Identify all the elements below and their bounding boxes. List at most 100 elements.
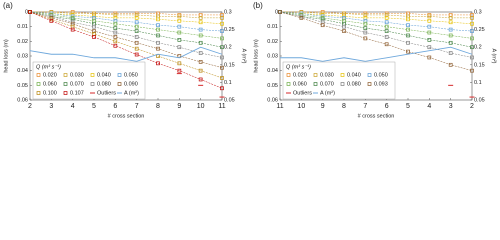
y-tick-label: 0 bbox=[25, 9, 28, 15]
y-axis-label: head loss (m) bbox=[253, 39, 259, 72]
data-point bbox=[113, 21, 118, 26]
y2-tick-label: 0.25 bbox=[224, 27, 235, 33]
trend-line bbox=[29, 11, 223, 79]
data-point bbox=[198, 40, 203, 45]
trend-line bbox=[29, 11, 223, 48]
y-tick-label: 0.03 bbox=[17, 53, 28, 59]
data-point bbox=[220, 21, 224, 26]
y-tick-label: 0.05 bbox=[17, 83, 28, 89]
data-point bbox=[427, 30, 432, 35]
data-point bbox=[156, 61, 160, 66]
legend-label: 0.050 bbox=[124, 72, 138, 78]
data-point bbox=[198, 68, 203, 73]
legend-swatch bbox=[117, 82, 122, 86]
data-point bbox=[470, 55, 474, 60]
x-tick-label: 7 bbox=[135, 103, 139, 110]
trend-line bbox=[29, 11, 223, 39]
data-point bbox=[177, 68, 182, 73]
legend-label: 0.100 bbox=[43, 90, 57, 96]
legend-swatch bbox=[63, 73, 68, 77]
data-point bbox=[363, 30, 368, 35]
x-axis-label: # cross section bbox=[108, 113, 145, 119]
data-point bbox=[363, 21, 368, 26]
trend-line bbox=[30, 11, 222, 16]
x-tick-label: 11 bbox=[218, 103, 225, 110]
x-tick-label: 4 bbox=[71, 103, 75, 110]
data-point bbox=[156, 40, 160, 45]
legend-label: Outliers bbox=[293, 90, 312, 96]
data-point bbox=[177, 38, 182, 42]
data-point bbox=[448, 51, 453, 55]
legend-swatch bbox=[63, 82, 68, 86]
data-point bbox=[406, 40, 410, 45]
data-point bbox=[177, 61, 182, 66]
data-point bbox=[220, 29, 224, 33]
legend-label: A (m²) bbox=[124, 90, 139, 96]
data-point bbox=[342, 24, 346, 29]
data-point bbox=[470, 29, 474, 33]
data-point bbox=[220, 55, 224, 60]
legend-label: 0.060 bbox=[43, 81, 57, 87]
y2-tick-label: 0.1 bbox=[224, 80, 232, 86]
data-point bbox=[427, 45, 432, 50]
x-tick-label: 3 bbox=[49, 103, 53, 110]
x-tick-label: 2 bbox=[28, 103, 32, 110]
y2-tick-label: 0.05 bbox=[224, 97, 235, 103]
y2-tick-label: 0.05 bbox=[474, 97, 485, 103]
y2-tick-label: 0.15 bbox=[474, 62, 485, 68]
data-point bbox=[113, 26, 118, 30]
panel-label: (b) bbox=[253, 1, 263, 10]
y-tick-label: 0.01 bbox=[17, 24, 28, 30]
legend-label: 0.030 bbox=[70, 72, 84, 78]
data-point bbox=[299, 16, 304, 20]
data-point bbox=[448, 33, 453, 38]
legend-swatch bbox=[63, 91, 68, 95]
area-line bbox=[29, 46, 223, 62]
data-point bbox=[448, 20, 453, 25]
trend-line bbox=[279, 11, 473, 39]
data-point bbox=[134, 24, 139, 29]
y2-tick-label: 0.2 bbox=[224, 45, 232, 51]
data-point bbox=[470, 21, 474, 26]
data-point bbox=[363, 26, 368, 30]
legend-swatch bbox=[313, 73, 318, 77]
y-tick-label: 0.01 bbox=[267, 24, 278, 30]
y-tick-label: 0.06 bbox=[267, 97, 278, 103]
data-point bbox=[92, 35, 96, 39]
y-tick-label: 0.06 bbox=[17, 97, 28, 103]
legend-label: 0.060 bbox=[293, 81, 307, 87]
trend-line bbox=[279, 11, 473, 32]
data-point bbox=[470, 16, 474, 20]
x-tick-label: 6 bbox=[113, 103, 117, 110]
legend-label: 0.040 bbox=[347, 72, 361, 78]
area-line bbox=[280, 46, 473, 62]
data-point bbox=[177, 24, 182, 29]
data-point bbox=[156, 27, 160, 32]
data-point bbox=[134, 40, 139, 45]
legend-label: A (m²) bbox=[320, 90, 335, 96]
data-point bbox=[406, 33, 410, 38]
y-tick-label: 0.04 bbox=[267, 68, 278, 74]
x-axis-label: # cross section bbox=[358, 113, 395, 119]
legend-label: 0.070 bbox=[320, 81, 334, 87]
data-point bbox=[177, 30, 182, 35]
data-point bbox=[220, 45, 224, 50]
data-point bbox=[220, 16, 224, 20]
x-tick-label: 5 bbox=[92, 103, 96, 110]
x-tick-label: 6 bbox=[385, 103, 389, 110]
x-tick-label: 8 bbox=[342, 103, 346, 110]
data-point bbox=[177, 14, 182, 19]
data-point bbox=[134, 52, 139, 57]
data-point bbox=[448, 27, 453, 32]
data-point bbox=[113, 30, 118, 35]
data-point bbox=[220, 36, 224, 41]
data-point bbox=[156, 33, 160, 38]
data-point bbox=[470, 45, 474, 50]
data-point bbox=[70, 27, 75, 32]
y-tick-label: 0.02 bbox=[17, 39, 28, 45]
data-point bbox=[470, 36, 474, 41]
x-tick-label: 8 bbox=[156, 103, 160, 110]
data-point bbox=[220, 76, 224, 80]
data-point bbox=[342, 29, 346, 33]
legend-title: Q (m³ s⁻¹) bbox=[286, 64, 311, 70]
